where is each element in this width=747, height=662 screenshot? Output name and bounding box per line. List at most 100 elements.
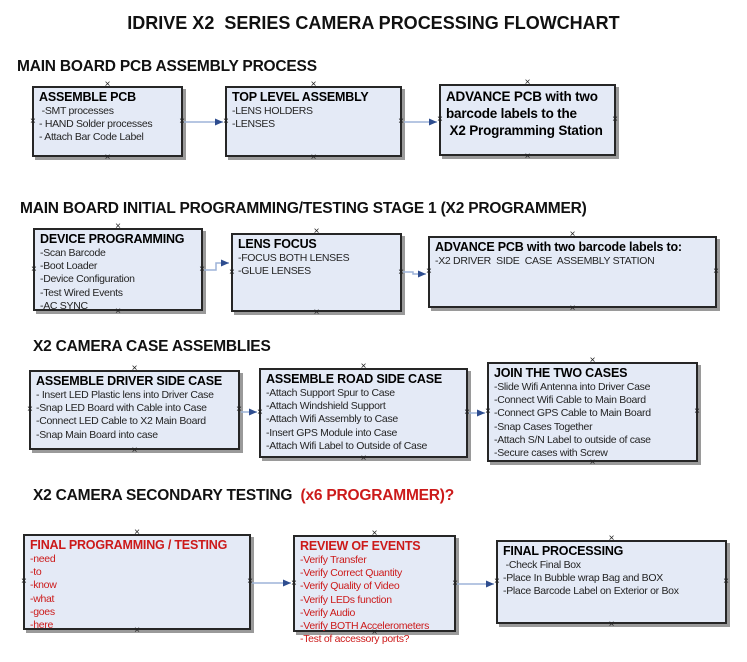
connection-handle-icon: × — [569, 303, 576, 314]
box-title: FINAL PROGRAMMING / TESTING — [30, 538, 228, 552]
box-line: -Scan Barcode — [40, 247, 106, 259]
connection-handle-icon: × — [134, 527, 140, 538]
flow-box-final-processing: FINAL PROCESSING -Check Final Box -Place … — [494, 534, 729, 630]
connection-handle-icon: × — [31, 263, 37, 275]
box-line: -Attach Windshield Support — [266, 400, 386, 413]
box-lines: ADVANCE PCB with two barcode labels to th… — [446, 88, 609, 139]
box-title: ASSEMBLE DRIVER SIDE CASE — [36, 374, 223, 388]
connection-handle-icon: × — [589, 457, 596, 468]
page-title: IDRIVE X2 SERIES CAMERA PROCESSING FLOWC… — [127, 13, 620, 33]
connection-handle-icon: × — [313, 226, 320, 237]
connection-handle-icon: × — [257, 407, 263, 418]
box-line: -GLUE LENSES — [238, 265, 311, 278]
connection-handle-icon: × — [524, 151, 531, 162]
section-heading-case-assemblies: X2 CAMERA CASE ASSEMBLIES — [33, 338, 271, 355]
connection-handle-icon: × — [236, 404, 242, 415]
flow-box-device-programming: DEVICE PROGRAMMING -Scan Barcode -Boot Lo… — [31, 222, 205, 317]
connection-handle-icon: × — [569, 229, 576, 240]
box-title: ASSEMBLE ROAD SIDE CASE — [266, 372, 442, 386]
connection-handle-icon: × — [27, 404, 33, 415]
connection-handle-icon: × — [310, 152, 317, 163]
box-line: -Slide Wifi Antenna into Driver Case — [494, 381, 651, 393]
box-line: -Boot Loader — [40, 260, 98, 273]
box-lines: -SMT processes - HAND Solder processes - A… — [39, 105, 176, 145]
connection-handle-icon: × — [115, 221, 121, 232]
connection-handle-icon: × — [589, 355, 596, 366]
box-title: JOIN THE TWO CASES — [494, 366, 628, 380]
connection-handle-icon: × — [612, 114, 618, 125]
arrow-row2-b — [403, 270, 426, 278]
box-title: TOP LEVEL ASSEMBLY — [232, 90, 369, 104]
box-title: FINAL PROCESSING — [503, 544, 624, 558]
box-title: LENS FOCUS — [238, 237, 317, 251]
connection-handle-icon: × — [115, 306, 121, 317]
flow-box-advance-pcb-programming-station: ADVANCE PCB with two barcode labels to th… — [437, 78, 618, 162]
box-lines: -Slide Wifi Antenna into Driver Case -Con… — [494, 381, 691, 460]
connection-handle-icon: × — [134, 625, 140, 636]
connection-handle-icon: × — [524, 77, 531, 88]
box-line: -Check Final Box — [503, 559, 581, 571]
box-line: -Verify Quality of Video — [300, 580, 400, 593]
box-line: -what — [30, 592, 55, 605]
connection-handle-icon: × — [398, 266, 404, 278]
connection-handle-icon: × — [452, 577, 458, 589]
connection-handle-icon: × — [30, 115, 36, 127]
box-line: -Verify Audio — [300, 606, 356, 619]
flow-box-assemble-road-side-case: ASSEMBLE ROAD SIDE CASE -Attach Support … — [257, 362, 470, 464]
box-line: barcode labels to the — [446, 106, 577, 121]
connection-handle-icon: × — [104, 152, 111, 163]
connection-handle-icon: × — [437, 114, 443, 125]
box-line: ADVANCE PCB with two — [446, 89, 598, 104]
box-line: -Insert GPS Module into Case — [266, 426, 398, 439]
box-lines: -Check Final Box -Place In Bubble wrap Ba… — [503, 559, 720, 599]
box-title: ASSEMBLE PCB — [39, 90, 136, 104]
box-line: - Attach Bar Code Label — [39, 131, 144, 144]
box-line: -Verify Correct Quantity — [300, 567, 402, 580]
box-line: -Snap Main Board into case — [36, 428, 158, 441]
connection-handle-icon: × — [179, 115, 185, 127]
connection-handle-icon: × — [371, 528, 378, 539]
connection-handle-icon: × — [485, 406, 491, 417]
connection-handle-icon: × — [494, 576, 500, 587]
box-line: -Snap LED Board with Cable into Case — [36, 402, 207, 415]
box-line: -AC SYNC — [40, 299, 88, 312]
box-line: -Attach S/N Label to outside of case — [494, 433, 651, 446]
box-line: -LENSES — [232, 118, 275, 131]
flow-box-top-level-assembly: TOP LEVEL ASSEMBLY -LENS HOLDERS -LENSES … — [223, 80, 404, 163]
box-lines: - Insert LED Plastic lens into Driver Ca… — [36, 389, 233, 442]
box-lines: -LENS HOLDERS -LENSES — [232, 105, 395, 131]
connection-handle-icon: × — [360, 453, 367, 464]
box-line: -LENS HOLDERS — [232, 105, 313, 117]
box-lines: -FOCUS BOTH LENSES -GLUE LENSES — [238, 252, 395, 278]
connection-handle-icon: × — [713, 266, 719, 277]
box-line: -FOCUS BOTH LENSES — [238, 252, 350, 264]
box-line: -Verify Transfer — [300, 554, 367, 566]
flow-box-assemble-pcb: ASSEMBLE PCB -SMT processes - HAND Solder… — [30, 80, 185, 163]
connection-handle-icon: × — [247, 576, 253, 587]
flow-box-advance-pcb-driver-side-station: ADVANCE PCB with two barcode labels to: … — [426, 230, 719, 314]
section-heading-secondary-testing: X2 CAMERA SECONDARY TESTING (x6 PROGRAMM… — [33, 487, 454, 505]
box-line: -X2 DRIVER SIDE CASE ASSEMBLY STATION — [435, 255, 655, 267]
box-title: DEVICE PROGRAMMING — [40, 232, 185, 246]
box-line: -Secure cases with Screw — [494, 447, 608, 460]
box-line: -Attach Support Spur to Case — [266, 387, 395, 399]
box-title: REVIEW OF EVENTS — [300, 539, 421, 553]
box-line: -know — [30, 579, 57, 592]
box-line: -Place In Bubble wrap Bag and BOX — [503, 572, 663, 585]
box-line: -Attach Wifi Label to Outside of Case — [266, 439, 428, 452]
box-line: - HAND Solder processes — [39, 118, 153, 131]
connection-handle-icon: × — [229, 266, 235, 278]
box-line: -need — [30, 553, 56, 565]
box-line: -Connect LED Cable to X2 Main Board — [36, 415, 206, 428]
box-line: -Verify BOTH Accelerometers — [300, 620, 430, 633]
connection-handle-icon: × — [223, 115, 229, 127]
connection-handle-icon: × — [608, 619, 615, 630]
box-lines: -X2 DRIVER SIDE CASE ASSEMBLY STATION — [435, 255, 710, 268]
flow-box-join-the-two-cases: JOIN THE TWO CASES -Slide Wifi Antenna i… — [485, 356, 700, 468]
box-line: -Place Barcode Label on Exterior or Box — [503, 585, 679, 598]
connection-handle-icon: × — [694, 406, 700, 417]
connection-handle-icon: × — [360, 361, 367, 372]
box-title: ADVANCE PCB with two barcode labels to: — [435, 240, 682, 254]
section-heading-pcb-assembly: MAIN BOARD PCB ASSEMBLY PROCESS — [17, 58, 317, 75]
connection-handle-icon: × — [371, 627, 378, 638]
